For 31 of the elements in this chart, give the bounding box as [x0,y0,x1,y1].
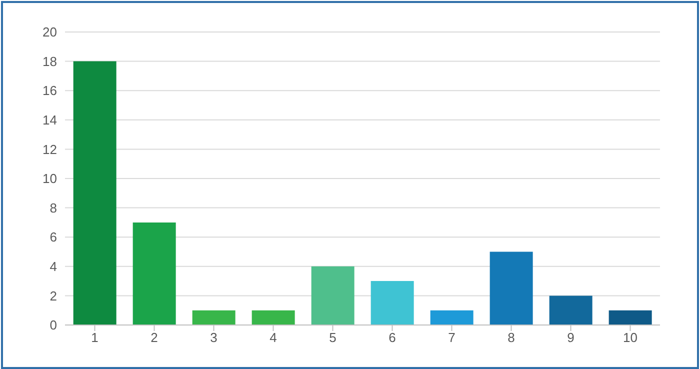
bar [73,61,116,325]
x-tick-label: 1 [91,330,98,346]
x-tick-label: 7 [448,330,456,346]
bar [549,296,592,325]
y-tick-label: 2 [50,288,57,304]
y-tick-label: 14 [42,112,57,128]
bar [252,310,295,325]
x-tick-label: 8 [508,330,515,346]
x-tick-label: 3 [210,330,218,346]
bar [430,310,474,325]
bar [608,310,652,325]
y-tick-label: 4 [50,259,57,274]
x-tick-label: 10 [623,330,638,346]
y-tick-label: 10 [42,171,57,186]
y-tick-label: 8 [50,200,57,216]
y-tick-label: 6 [50,230,57,245]
x-tick-label: 5 [329,330,336,346]
bar [311,266,354,325]
x-tick-label: 6 [388,330,396,346]
bar [370,281,414,325]
y-tick-label: 12 [42,142,57,157]
bar [132,222,176,325]
x-tick-label: 2 [150,330,158,346]
x-tick-label: 9 [567,330,574,346]
y-tick-label: 18 [42,54,57,69]
bar [490,252,533,325]
x-tick-label: 4 [270,330,277,346]
bar [192,310,236,325]
y-tick-label: 0 [50,318,57,333]
y-tick-label: 20 [42,24,57,40]
y-tick-label: 16 [42,83,57,98]
